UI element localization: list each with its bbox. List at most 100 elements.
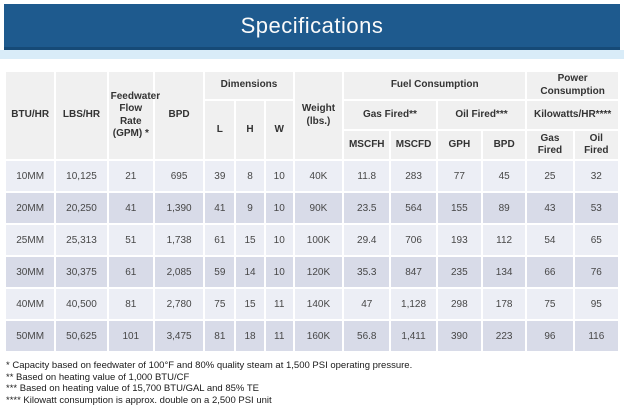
table-cell: 100K [294,225,343,255]
table-row: 10MM 10,125 21 695 39 8 10 40K 11.8 283 77 45 25 32 [6,161,618,191]
table-cell: 10MM [6,161,55,191]
table-cell: 18 [236,321,264,351]
col-header-kw-oil-fired: Oil Fired [574,131,618,159]
table-cell: 54 [527,225,573,255]
table-cell: 178 [482,289,526,319]
table-cell: 390 [437,321,481,351]
table-cell: 53 [574,193,618,223]
table-cell: 706 [391,225,436,255]
footnotes: * Capacity based on feedwater of 100°F a… [6,360,624,406]
table-cell: 61 [205,225,235,255]
table-cell: 25MM [6,225,55,255]
col-header-kilowatts-hr: Kilowatts/HR**** [527,101,618,129]
table-cell: 3,475 [154,321,204,351]
table-row: 50MM 50,625 101 3,475 81 18 11 160K 56.8 1,411 390… [6,321,618,351]
col-header-kw-gas-fired: Gas Fired [527,131,573,159]
table-cell: 59 [205,257,235,287]
table-cell: 2,780 [154,289,204,319]
table-cell: 47 [344,289,390,319]
table-cell: 14 [236,257,264,287]
table-cell: 10,125 [56,161,107,191]
footnote: **** Kilowatt consumption is approx. dou… [6,394,272,406]
table-cell: 95 [574,289,618,319]
table-cell: 20MM [6,193,55,223]
table-cell: 51 [108,225,153,255]
table-cell: 10 [265,193,293,223]
col-header-feedwater-flow-rate: Feedwater Flow Rate (GPM) * [108,72,160,159]
table-cell: 50,625 [56,321,107,351]
col-header-oil-fired: Oil Fired*** [437,101,526,129]
col-header-dim-w: W [265,101,293,159]
col-header-gas-fired: Gas Fired** [344,101,436,129]
footnote: * Capacity based on feedwater of 100°F a… [6,360,413,371]
table-cell: 20,250 [56,193,107,223]
table-cell: 56.8 [344,321,390,351]
table-cell: 90K [294,193,343,223]
table-cell: 695 [154,161,204,191]
table-cell: 75 [527,289,573,319]
table-cell: 193 [437,225,481,255]
table-cell: 112 [482,225,526,255]
table-header: BTU/HR LBS/HR Feedwater Flow Rate (GPM) … [6,72,618,159]
page-title: Specifications [240,12,384,38]
table-cell: 25 [527,161,573,191]
specifications-table: BTU/HR LBS/HR Feedwater Flow Rate (GPM) … [4,70,620,353]
col-header-lbs-hr: LBS/HR [56,72,107,159]
col-header-dim-l: L [205,101,235,159]
col-header-mscfh: MSCFH [344,131,390,159]
table-cell: 120K [294,257,343,287]
table-cell: 23.5 [344,193,390,223]
table-cell: 283 [391,161,436,191]
table-cell: 66 [527,257,573,287]
table-cell: 76 [574,257,618,287]
table-cell: 30MM [6,257,55,287]
table-cell: 39 [205,161,235,191]
col-header-dim-h: H [236,101,264,159]
table-cell: 35.3 [344,257,390,287]
table-cell: 25,313 [56,225,107,255]
table-cell: 116 [574,321,618,351]
col-header-bpd: BPD [154,72,204,159]
col-header-fuel-bpd: BPD [482,131,526,159]
table-cell: 96 [527,321,573,351]
table-row: 25MM 25,313 51 1,738 61 15 10 100K 29.4 706 193 112… [6,225,618,255]
col-header-weight: Weight (lbs.) [294,72,343,159]
table-cell: 1,411 [391,321,436,351]
footnote: ** Based on heating value of 1,000 BTU/C… [6,371,190,383]
table-cell: 10 [265,161,293,191]
table-cell: 61 [108,257,153,287]
table-cell: 41 [205,193,235,223]
footnote: *** Based on heating value of 15,700 BTU… [6,383,259,395]
table-cell: 40,500 [56,289,107,319]
table-cell: 223 [482,321,526,351]
table-cell: 43 [527,193,573,223]
table-cell: 15 [236,225,264,255]
table-cell: 50MM [6,321,55,351]
table-cell: 1,390 [154,193,204,223]
table-cell: 89 [482,193,526,223]
table-cell: 8 [236,161,264,191]
table-cell: 10 [265,257,293,287]
table-cell: 140K [294,289,343,319]
table-cell: 65 [574,225,618,255]
title-banner: Specifications [4,4,620,50]
table-cell: 29.4 [344,225,390,255]
table-cell: 155 [437,193,481,223]
table-cell: 32 [574,161,618,191]
table-cell: 40MM [6,289,55,319]
table-cell: 10 [265,225,293,255]
table-cell: 298 [437,289,481,319]
table-cell: 11 [265,289,293,319]
table-cell: 101 [108,321,153,351]
accent-strip [0,50,624,59]
table-cell: 2,085 [154,257,204,287]
table-row: 40MM 40,500 81 2,780 75 15 11 140K 47 1,128 298 178… [6,289,618,319]
table-row: 30MM 30,375 61 2,085 59 14 10 120K 35.3 847 235 134… [6,257,618,287]
col-header-power-consumption: Power Consumption [527,72,618,99]
table-cell: 160K [294,321,343,351]
table-cell: 81 [108,289,153,319]
table-cell: 235 [437,257,481,287]
table-cell: 564 [391,193,436,223]
table-cell: 45 [482,161,526,191]
col-header-dimensions: Dimensions [205,72,293,99]
